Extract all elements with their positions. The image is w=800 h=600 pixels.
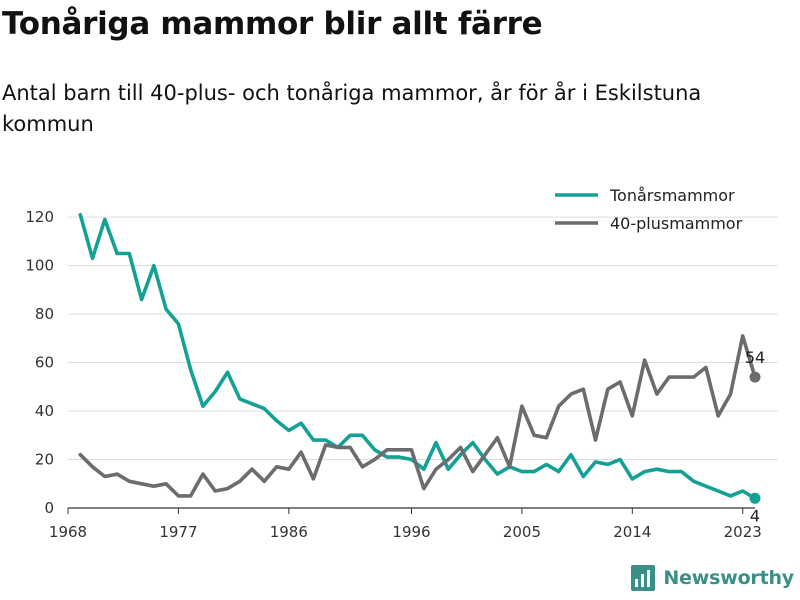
x-tick-label: 1986 [270, 523, 308, 541]
y-tick-label: 40 [35, 402, 54, 420]
y-tick-label: 100 [25, 257, 54, 275]
x-tick-label: 1968 [49, 523, 87, 541]
series-end-label: 4 [750, 506, 760, 525]
y-tick-label: 60 [35, 354, 54, 372]
y-tick-label: 120 [25, 208, 54, 226]
legend-label: Tonårsmammor [609, 186, 735, 205]
series-line [78, 334, 757, 498]
x-tick-label: 1996 [392, 523, 430, 541]
x-tick-label: 2005 [503, 523, 541, 541]
series-end-point [749, 492, 761, 504]
brand-name: Newsworthy [663, 567, 794, 589]
page-title: Tonåriga mammor blir allt färre [2, 6, 543, 42]
x-tick-label: 2014 [613, 523, 651, 541]
series-end-label: 54 [745, 348, 765, 367]
y-tick-label: 0 [44, 499, 54, 517]
y-tick-label: 20 [35, 451, 54, 469]
page-subtitle: Antal barn till 40-plus- och tonåriga ma… [2, 81, 702, 136]
series-line [78, 212, 757, 501]
y-tick-label: 80 [35, 305, 54, 323]
x-tick-label: 2023 [724, 523, 762, 541]
series-end-point [749, 371, 761, 383]
x-tick-label: 1977 [159, 523, 197, 541]
bar-chart-logo-icon [631, 565, 656, 591]
brand-logo: Newsworthy [631, 565, 794, 591]
legend-label: 40-plusmammor [610, 214, 743, 233]
